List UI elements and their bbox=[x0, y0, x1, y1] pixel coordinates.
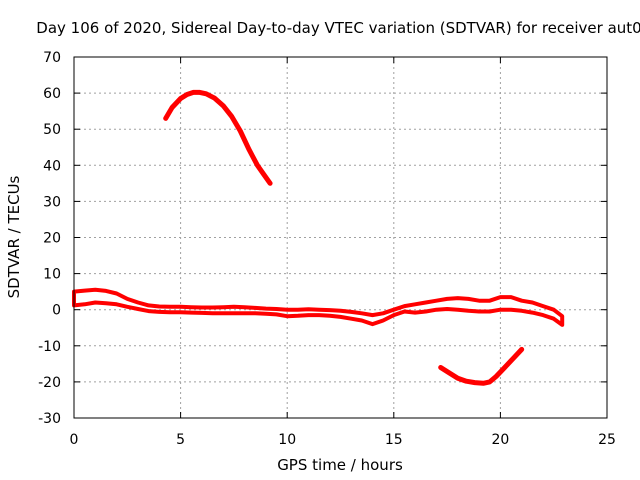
data-series bbox=[72, 89, 565, 386]
plot-frame bbox=[73, 56, 608, 419]
series-lower-arc bbox=[438, 346, 525, 386]
y-tick-label: 60 bbox=[43, 86, 61, 102]
x-tick-label: 15 bbox=[385, 432, 403, 448]
axis-ticks: 0 5 10 15 20 25 -30 -20 -10 0 10 20 30 40 50 60 70 bbox=[38, 50, 616, 448]
x-tick-label: 20 bbox=[491, 432, 509, 448]
y-tick-label: 50 bbox=[43, 122, 61, 138]
y-tick-label: -30 bbox=[38, 411, 61, 427]
series-upper-arc bbox=[163, 89, 273, 186]
y-tick-label: -20 bbox=[38, 375, 61, 391]
x-tick-label: 10 bbox=[278, 432, 296, 448]
x-tick-label: 5 bbox=[176, 432, 185, 448]
y-tick-label: 20 bbox=[43, 231, 61, 247]
y-tick-label: 0 bbox=[52, 303, 61, 319]
y-tick-label: 30 bbox=[43, 194, 61, 210]
x-axis-label: GPS time / hours bbox=[277, 456, 403, 474]
y-tick-label: 10 bbox=[43, 267, 61, 283]
series-main-band bbox=[72, 287, 565, 327]
chart-title: Day 106 of 2020, Sidereal Day-to-day VTE… bbox=[36, 19, 640, 37]
x-tick-label: 0 bbox=[70, 432, 79, 448]
y-axis-label: SDTVAR / TECUs bbox=[5, 175, 23, 298]
x-tick-label: 25 bbox=[598, 432, 616, 448]
y-tick-label: 40 bbox=[43, 158, 61, 174]
y-tick-label: -10 bbox=[38, 339, 61, 355]
grid-lines bbox=[74, 57, 607, 418]
y-tick-label: 70 bbox=[43, 50, 61, 66]
